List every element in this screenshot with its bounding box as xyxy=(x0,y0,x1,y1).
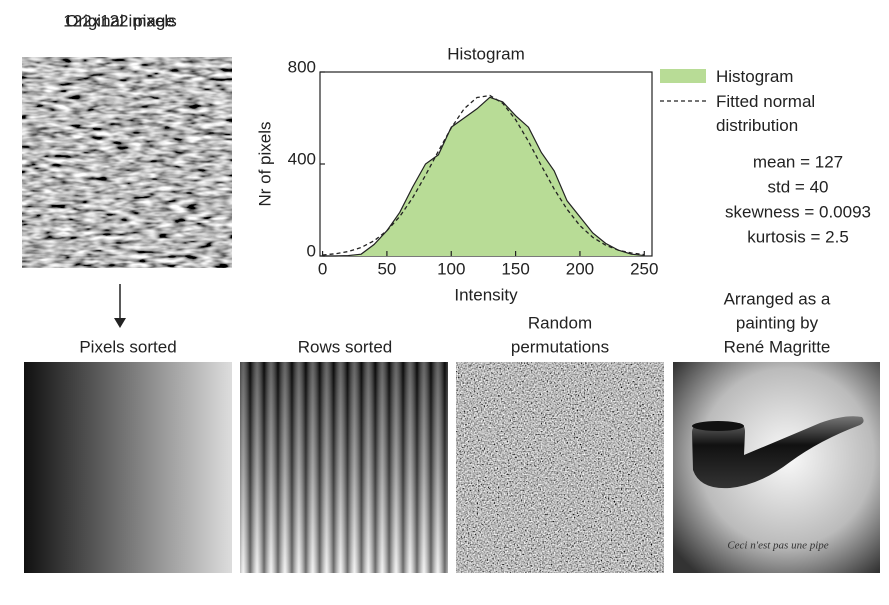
x-tick-label: 50 xyxy=(377,259,396,278)
fitted-line xyxy=(322,94,645,256)
magritte-caption: Ceci n'est pas une pipe xyxy=(727,540,828,552)
panel-title: Pixels sorted xyxy=(79,337,176,356)
y-tick-label: 400 xyxy=(288,149,316,168)
y-tick-label: 0 xyxy=(307,241,316,260)
panel-title: Rows sorted xyxy=(298,337,392,356)
x-tick-label: 100 xyxy=(437,259,465,278)
annotation: skewness = 0.0093 xyxy=(725,202,871,221)
original-image xyxy=(22,57,232,268)
panel-title: Random xyxy=(528,313,592,332)
rows-sorted-stripes xyxy=(240,362,448,573)
annotation: std = 40 xyxy=(768,177,829,196)
histogram-area xyxy=(322,97,645,256)
arrow-head xyxy=(114,318,126,328)
y-axis-label: Nr of pixels xyxy=(255,121,274,206)
legend-swatch xyxy=(660,69,706,83)
panel-title: painting by xyxy=(736,313,819,332)
x-axis-label: Intensity xyxy=(454,285,518,304)
x-tick-label: 250 xyxy=(630,259,658,278)
panel-title: permutations xyxy=(511,337,609,356)
y-tick-label: 800 xyxy=(288,57,316,76)
pixels-sorted-image xyxy=(24,362,232,573)
panel-title: 122x122 pixels xyxy=(63,11,176,30)
histogram-outline xyxy=(322,96,645,257)
panel-title: René Magritte xyxy=(724,337,831,356)
plot xyxy=(322,94,645,257)
x-tick-label: 0 xyxy=(318,259,327,278)
x-tick-label: 200 xyxy=(566,259,594,278)
pipe xyxy=(692,416,864,489)
x-tick-label: 150 xyxy=(501,259,529,278)
legend-item: Histogram xyxy=(716,67,794,86)
random-image xyxy=(456,362,664,573)
chart-title: Histogram xyxy=(447,44,524,63)
legend-label: Fitted normal distribution xyxy=(716,92,816,135)
annotation: mean = 127 xyxy=(753,152,843,171)
legend-item: Fitted normal distribution xyxy=(716,92,816,135)
pipe-bowl xyxy=(692,421,744,431)
magritte-image: Ceci n'est pas une pipe xyxy=(673,362,880,573)
panel-title: Original image xyxy=(65,11,175,30)
panel-title: Arranged as a xyxy=(724,289,831,308)
annotation: kurtosis = 2.5 xyxy=(747,227,849,246)
legend-label: Histogram xyxy=(716,67,794,86)
